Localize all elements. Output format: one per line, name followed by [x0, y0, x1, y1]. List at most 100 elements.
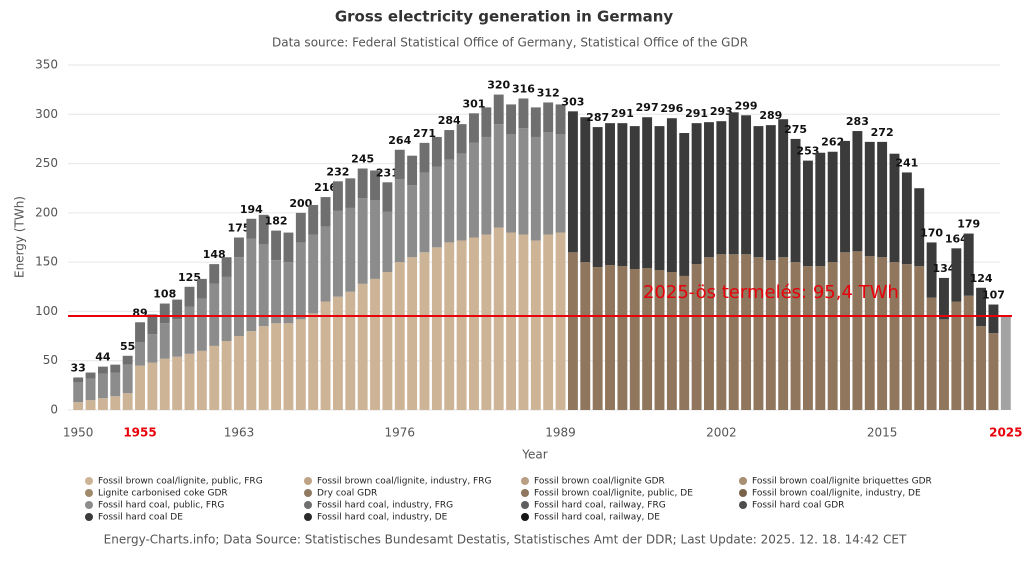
bar-segment	[209, 283, 220, 346]
total-label: 245	[351, 153, 374, 166]
bar-segment	[704, 122, 714, 258]
bar-segment	[617, 123, 628, 267]
bar-segment	[196, 350, 207, 410]
bar-segment	[864, 141, 875, 257]
footer: Energy-Charts.info; Data Source: Statist…	[104, 533, 907, 547]
bar-segment	[147, 314, 158, 335]
bar-segment	[320, 226, 331, 302]
bar-segment	[85, 378, 96, 401]
total-label: 253	[796, 145, 819, 158]
bar-segment	[654, 126, 665, 271]
bar-segment	[926, 242, 937, 298]
legend-swatch	[304, 513, 312, 521]
total-label: 291	[685, 107, 708, 120]
bar-segment	[382, 182, 393, 212]
legend-swatch	[739, 501, 747, 509]
bar-segment	[345, 291, 356, 410]
bar-segment	[642, 117, 653, 269]
bar-segment	[691, 264, 702, 410]
bar-segment	[147, 362, 158, 410]
bar-segment	[407, 155, 418, 186]
chart-title: Gross electricity generation in Germany	[335, 8, 674, 26]
bar-segment	[283, 262, 294, 324]
legend-swatch	[85, 477, 93, 485]
bar-segment	[580, 117, 591, 263]
bar-segment	[518, 98, 529, 129]
bar-segment	[295, 212, 306, 243]
chart-subtitle: Data source: Federal Statistical Office …	[272, 36, 748, 50]
bar-segment	[135, 365, 145, 410]
total-label: 107	[982, 289, 1005, 302]
total-label: 289	[759, 109, 782, 122]
bar-segment	[308, 313, 319, 410]
bar-segment	[295, 319, 306, 410]
total-label: 44	[95, 351, 111, 364]
legend-swatch	[304, 477, 312, 485]
y-tick-label: 0	[50, 403, 58, 417]
bar-segment	[110, 364, 121, 373]
bar-segment	[469, 142, 479, 238]
bar-segment	[184, 286, 195, 307]
bar-segment	[778, 119, 789, 258]
y-tick-label: 250	[35, 156, 58, 170]
total-label: 241	[895, 156, 918, 169]
bar-segment	[555, 232, 566, 410]
bar-segment	[852, 251, 863, 410]
bar-segment	[332, 210, 343, 297]
bar-segment	[592, 267, 603, 410]
bar-segment	[493, 94, 504, 125]
bar-segment	[469, 237, 479, 410]
bar-segment	[926, 297, 937, 410]
total-label: 232	[326, 165, 349, 178]
total-label: 231	[376, 166, 399, 179]
bar-segment	[382, 272, 393, 410]
total-label: 271	[413, 127, 436, 140]
bar-segment	[431, 136, 442, 167]
bar-segment	[135, 341, 145, 366]
legend-swatch	[85, 513, 93, 521]
bar-segment	[530, 136, 541, 241]
bar-segment	[444, 242, 455, 410]
bar-segment	[778, 257, 789, 410]
bar-segment	[308, 234, 319, 314]
bar-segment	[877, 141, 888, 258]
y-tick-label: 50	[43, 353, 58, 367]
bar-segment	[357, 168, 368, 199]
bar-segment	[629, 269, 640, 410]
bar-segment	[172, 319, 183, 357]
total-label: 89	[132, 306, 147, 319]
y-tick-label: 150	[35, 255, 58, 269]
total-label: 272	[871, 126, 894, 139]
total-label: 264	[388, 134, 411, 147]
total-label: 301	[462, 97, 485, 110]
bar-segment	[283, 323, 294, 410]
bar-segment	[493, 124, 504, 228]
legend-swatch	[304, 501, 312, 509]
legend-label: Fossil brown coal/lignite, industry, DE	[752, 489, 921, 499]
bar-segment	[159, 323, 170, 359]
bar-segment	[258, 214, 269, 245]
bar-segment	[716, 254, 727, 410]
bar-segment	[790, 138, 801, 263]
total-label: 284	[438, 114, 461, 127]
total-label: 134	[932, 262, 955, 275]
bar-segment	[567, 111, 578, 253]
legend-label: Fossil hard coal DE	[98, 513, 183, 523]
bar-segment	[976, 326, 987, 410]
legend-label: Fossil hard coal, railway, DE	[534, 513, 660, 523]
x-tick-label: 1963	[224, 426, 255, 440]
legend-label: Fossil hard coal, industry, FRG	[317, 501, 453, 511]
x-tick-label: 1989	[545, 426, 576, 440]
legend-label: Fossil hard coal GDR	[752, 501, 844, 511]
bar-segment	[456, 124, 467, 154]
bar-segment	[988, 304, 999, 334]
bar-segment	[543, 132, 554, 235]
bar-segment	[889, 153, 900, 263]
bar-segment	[332, 181, 343, 211]
bar-segment	[407, 257, 418, 410]
bar-segment	[592, 127, 603, 268]
bar-segment	[172, 356, 183, 410]
bar-segment	[555, 104, 566, 134]
